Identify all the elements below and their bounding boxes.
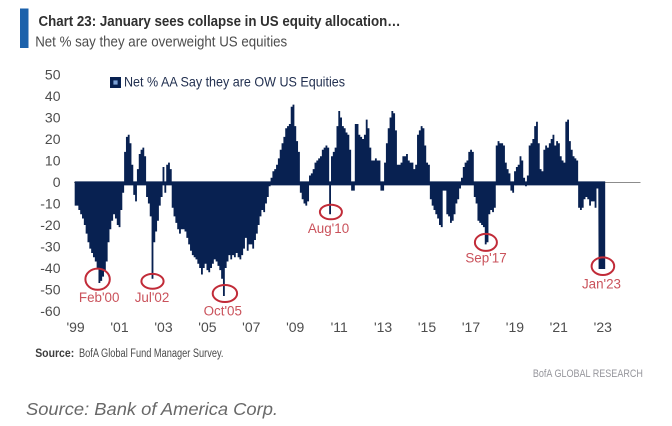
svg-text:'19: '19 — [506, 319, 524, 335]
svg-text:Net % say they are overweight: Net % say they are overweight US equitie… — [35, 35, 287, 51]
svg-text:-10: -10 — [40, 196, 60, 212]
svg-text:BofA GLOBAL RESEARCH: BofA GLOBAL RESEARCH — [533, 368, 643, 380]
svg-text:Source: Bank of America Corp.: Source: Bank of America Corp. — [26, 399, 278, 419]
svg-text:50: 50 — [45, 67, 61, 83]
svg-text:-60: -60 — [40, 303, 60, 319]
svg-text:'99: '99 — [66, 319, 84, 335]
svg-text:0: 0 — [53, 174, 61, 190]
svg-text:Jan'23: Jan'23 — [582, 277, 621, 292]
svg-text:Source:: Source: — [35, 348, 74, 360]
svg-text:'01: '01 — [110, 319, 128, 335]
svg-text:-50: -50 — [40, 282, 60, 298]
svg-text:'05: '05 — [198, 319, 216, 335]
svg-text:Jul'02: Jul'02 — [135, 290, 170, 305]
svg-text:-40: -40 — [40, 260, 60, 276]
svg-text:'23: '23 — [594, 319, 612, 335]
svg-text:Feb'00: Feb'00 — [79, 290, 120, 305]
svg-text:Net % AA Say they are OW US Eq: Net % AA Say they are OW US Equities — [124, 74, 345, 90]
svg-text:'09: '09 — [286, 319, 304, 335]
svg-text:-20: -20 — [40, 217, 60, 233]
svg-text:20: 20 — [45, 131, 61, 147]
svg-text:Chart 23: January sees collaps: Chart 23: January sees collapse in US eq… — [39, 13, 401, 30]
svg-text:'07: '07 — [242, 319, 260, 335]
svg-text:'03: '03 — [154, 319, 172, 335]
svg-text:'11: '11 — [331, 319, 348, 335]
svg-text:Aug'10: Aug'10 — [308, 221, 349, 236]
svg-text:'21: '21 — [550, 319, 568, 335]
svg-text:BofA Global Fund Manager Surve: BofA Global Fund Manager Survey. — [79, 348, 224, 360]
svg-text:'13: '13 — [374, 319, 392, 335]
svg-text:Sep'17: Sep'17 — [465, 251, 506, 266]
svg-text:'17: '17 — [462, 319, 480, 335]
svg-text:-30: -30 — [40, 239, 60, 255]
svg-text:'15: '15 — [418, 319, 436, 335]
svg-text:30: 30 — [45, 110, 61, 126]
svg-text:10: 10 — [45, 153, 61, 169]
svg-text:40: 40 — [45, 88, 61, 104]
svg-text:Oct'05: Oct'05 — [204, 304, 242, 319]
